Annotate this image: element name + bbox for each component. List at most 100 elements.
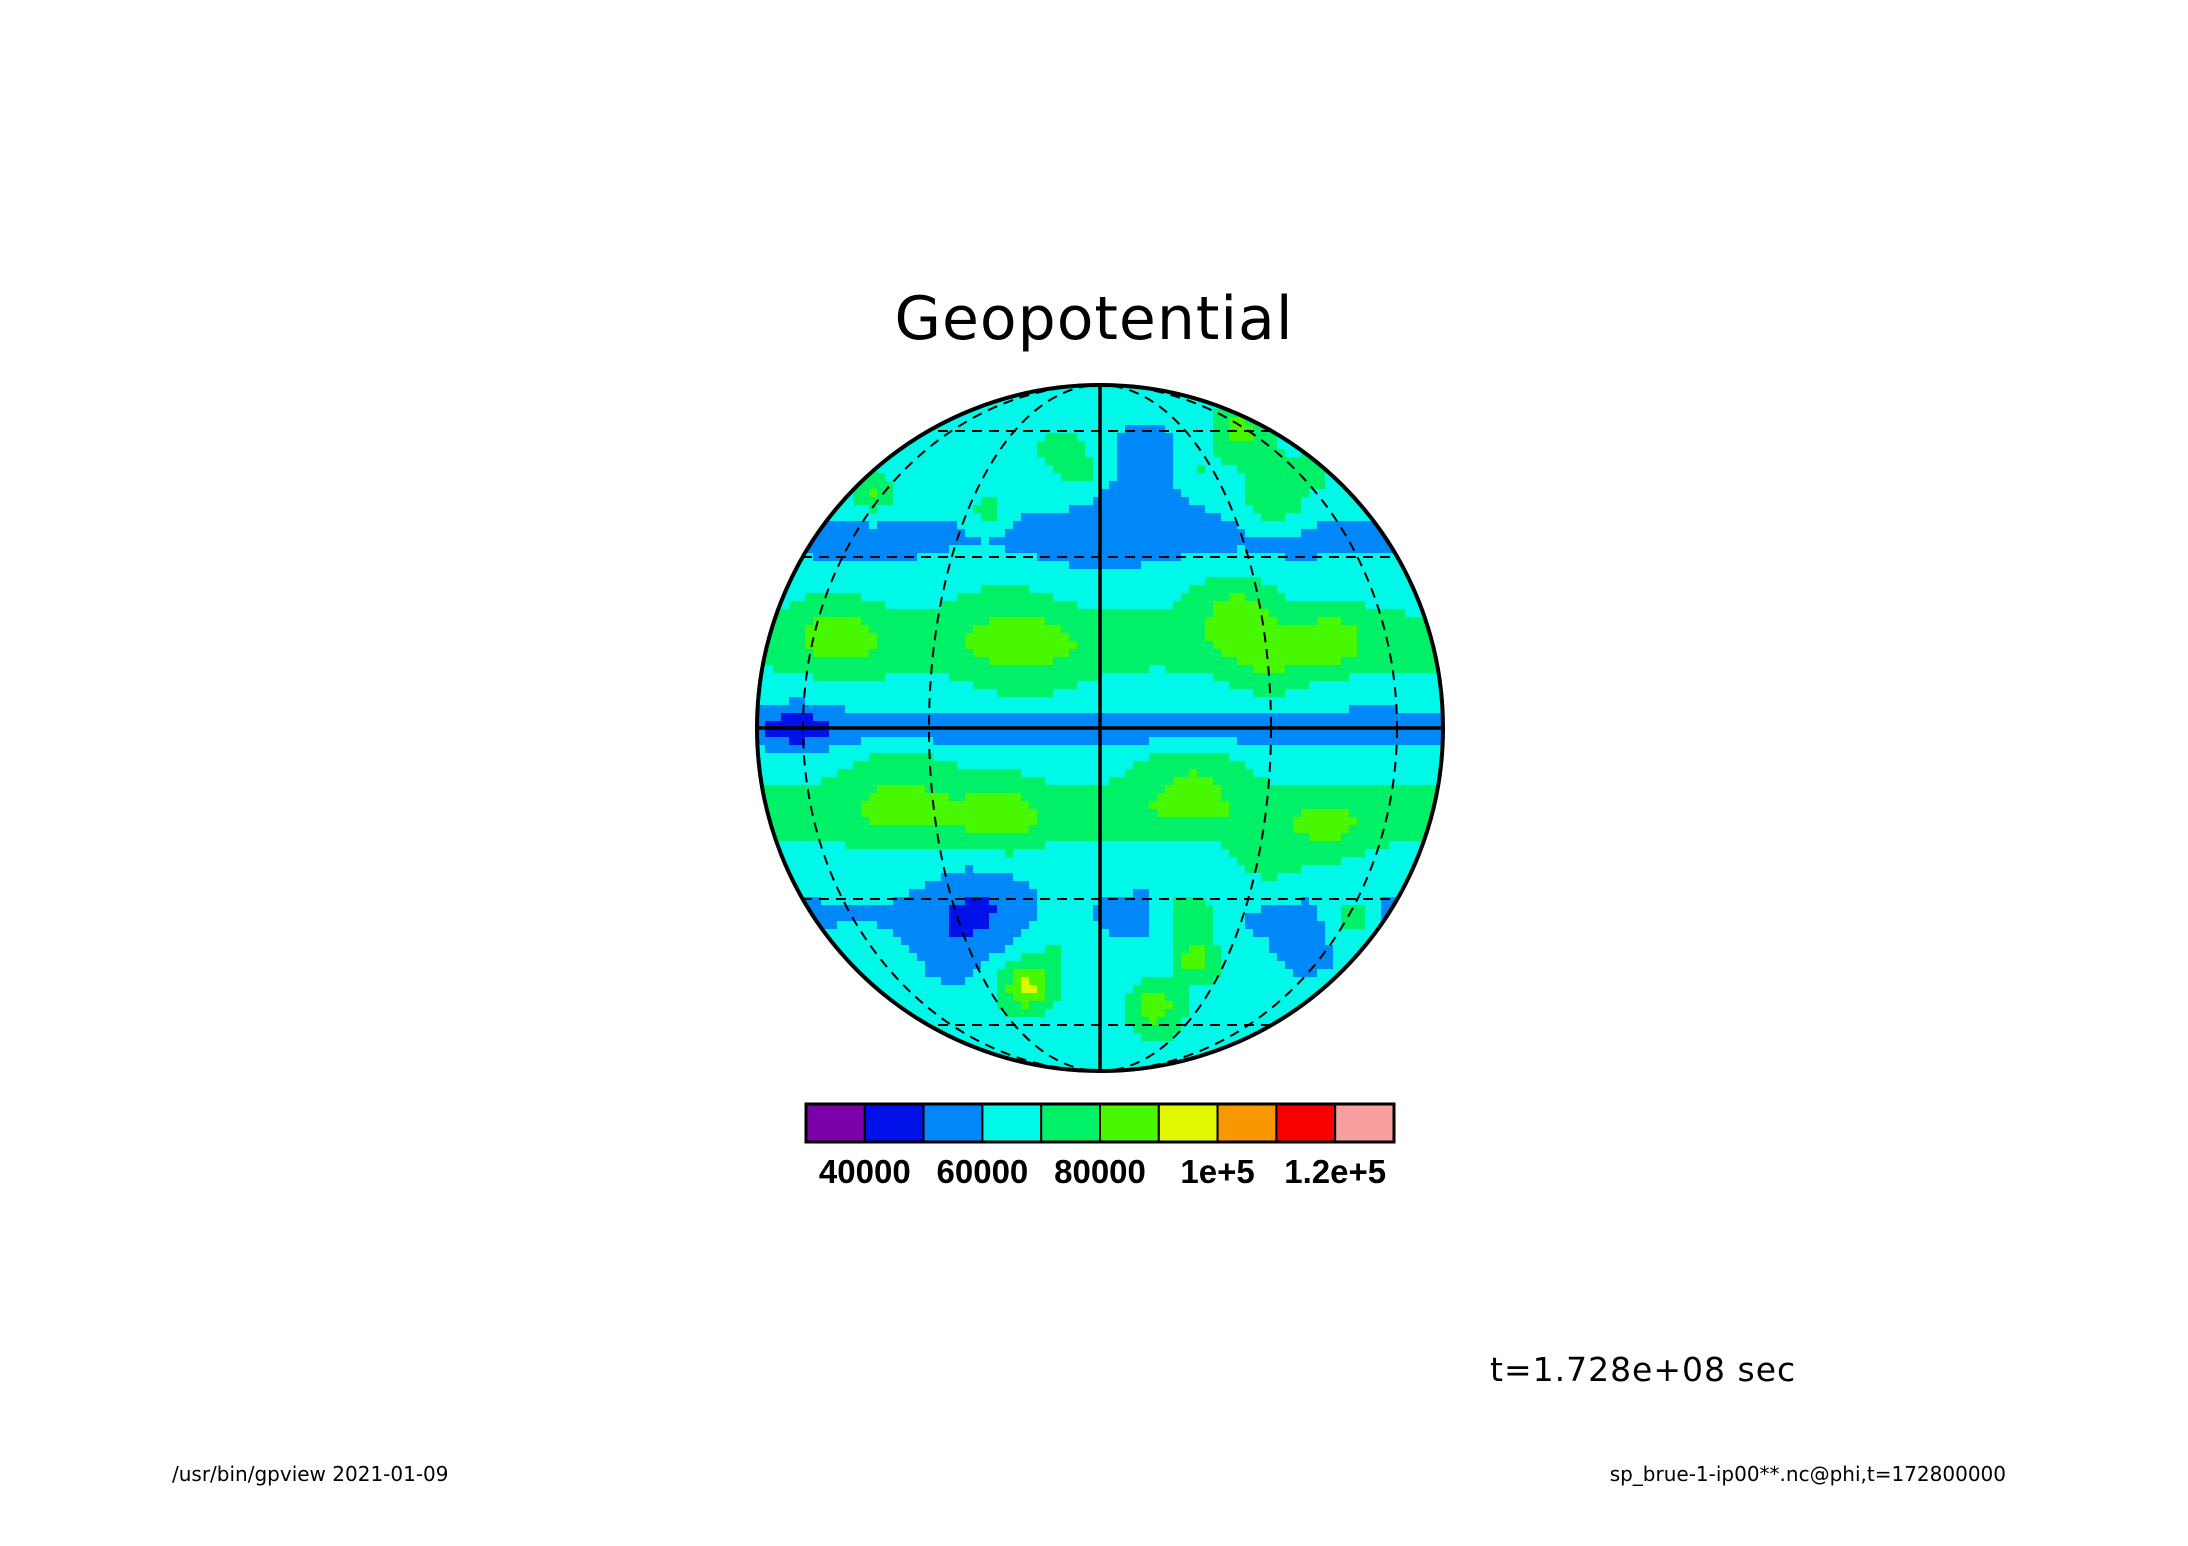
field-cell — [885, 777, 894, 786]
field-cell — [1437, 737, 1443, 746]
field-cell — [1149, 737, 1158, 746]
field-cell — [789, 705, 798, 714]
field-cell — [1285, 705, 1294, 714]
field-cell — [1269, 473, 1278, 482]
field-cell — [829, 753, 838, 762]
field-cell — [1245, 577, 1254, 586]
field-cell — [1173, 505, 1182, 514]
field-cell — [869, 801, 878, 810]
field-cell — [1181, 865, 1190, 874]
field-cell — [1413, 577, 1422, 586]
field-cell — [1301, 561, 1310, 570]
field-cell — [1181, 905, 1190, 914]
field-cell — [1085, 625, 1094, 634]
field-cell — [1309, 753, 1318, 762]
field-cell — [1197, 457, 1206, 466]
field-cell — [1349, 593, 1358, 602]
field-cell — [1229, 777, 1238, 786]
field-cell — [1037, 713, 1046, 722]
field-cell — [1045, 905, 1054, 914]
field-cell — [957, 913, 966, 922]
field-cell — [853, 849, 862, 858]
field-cell — [1117, 841, 1126, 850]
field-cell — [1309, 465, 1318, 474]
field-cell — [901, 889, 910, 898]
field-cell — [1077, 609, 1086, 618]
field-cell — [861, 545, 870, 554]
field-cell — [1333, 785, 1342, 794]
field-cell — [1181, 649, 1190, 658]
field-cell — [1029, 905, 1038, 914]
field-cell — [1173, 593, 1182, 602]
field-cell — [1077, 857, 1086, 866]
field-cell — [1005, 521, 1014, 530]
field-cell — [885, 729, 894, 738]
field-cell — [1253, 625, 1262, 634]
field-cell — [1285, 577, 1294, 586]
field-cell — [1301, 473, 1310, 482]
field-cell — [1189, 849, 1198, 858]
field-cell — [1181, 625, 1190, 634]
field-cell — [853, 681, 862, 690]
field-cell — [797, 761, 806, 770]
field-cell — [1037, 425, 1046, 434]
field-cell — [1261, 905, 1270, 914]
field-cell — [1125, 433, 1134, 442]
field-cell — [773, 705, 782, 714]
field-cell — [1261, 705, 1270, 714]
field-cell — [1173, 673, 1182, 682]
field-cell — [1077, 737, 1086, 746]
field-cell — [1245, 905, 1254, 914]
field-cell — [1133, 721, 1142, 730]
field-cell — [805, 761, 814, 770]
field-cell — [861, 889, 870, 898]
field-cell — [797, 769, 806, 778]
field-cell — [941, 657, 950, 666]
field-cell — [1133, 441, 1142, 450]
field-cell — [957, 481, 966, 490]
field-cell — [1349, 857, 1358, 866]
field-cell — [1165, 545, 1174, 554]
field-cell — [813, 841, 822, 850]
field-cell — [1237, 529, 1246, 538]
field-cell — [941, 873, 950, 882]
field-cell — [1381, 809, 1390, 818]
field-cell — [1077, 801, 1086, 810]
field-cell — [981, 457, 990, 466]
field-cell — [1157, 393, 1166, 402]
field-cell — [917, 649, 926, 658]
field-cell — [965, 665, 974, 674]
field-cell — [1109, 521, 1118, 530]
field-cell — [973, 753, 982, 762]
field-cell — [1173, 793, 1182, 802]
field-cell — [1221, 729, 1230, 738]
field-cell — [949, 817, 958, 826]
field-cell — [829, 801, 838, 810]
field-cell — [933, 585, 942, 594]
field-cell — [997, 657, 1006, 666]
field-cell — [1221, 793, 1230, 802]
field-cell — [1197, 745, 1206, 754]
field-cell — [765, 777, 774, 786]
field-cell — [1261, 489, 1270, 498]
field-cell — [1053, 673, 1062, 682]
field-cell — [853, 897, 862, 906]
field-cell — [1229, 865, 1238, 874]
field-cell — [1133, 617, 1142, 626]
field-cell — [1333, 497, 1342, 506]
field-cell — [1077, 713, 1086, 722]
field-cell — [1045, 841, 1054, 850]
field-cell — [949, 481, 958, 490]
field-cell — [1373, 905, 1382, 914]
field-cell — [1117, 713, 1126, 722]
field-cell — [1053, 593, 1062, 602]
field-cell — [837, 561, 846, 570]
field-cell — [813, 681, 822, 690]
field-cell — [869, 529, 878, 538]
field-cell — [1093, 465, 1102, 474]
field-cell — [1349, 769, 1358, 778]
field-cell — [869, 561, 878, 570]
field-cell — [981, 417, 990, 426]
field-cell — [1053, 705, 1062, 714]
field-cell — [1293, 497, 1302, 506]
